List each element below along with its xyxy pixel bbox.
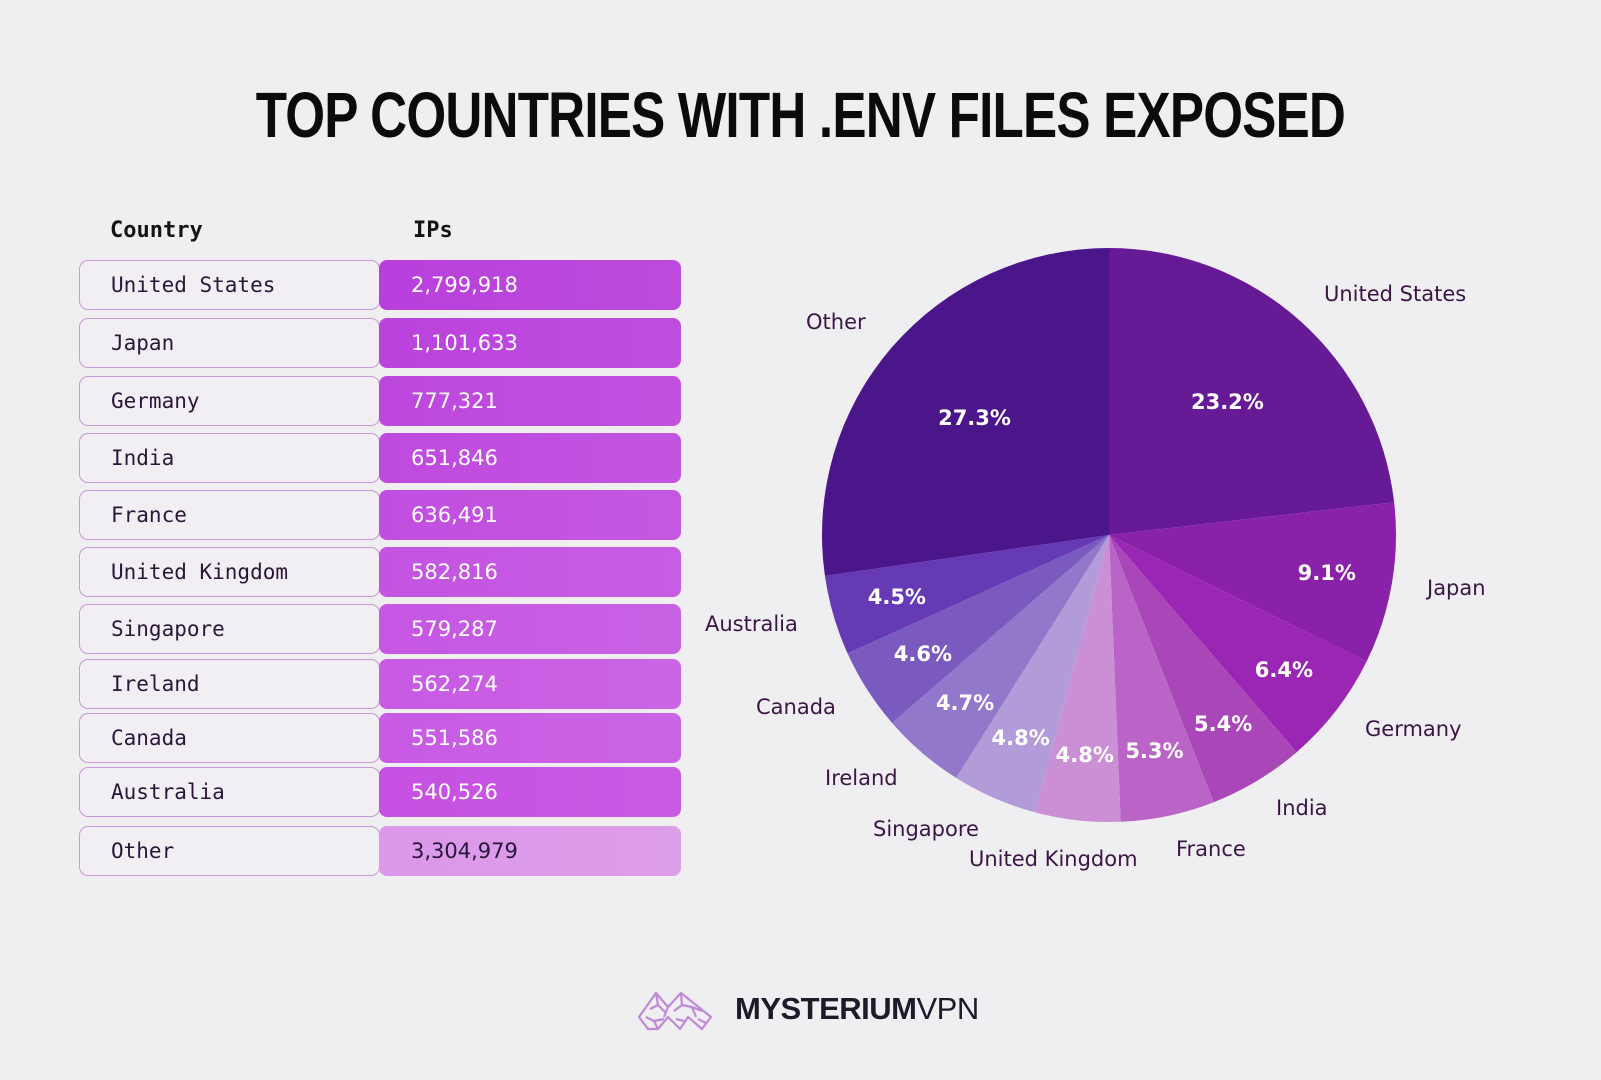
pie-slice-united-kingdom bbox=[1035, 535, 1121, 823]
pie-percent-label: 4.6% bbox=[893, 642, 953, 667]
country-cell: Ireland bbox=[79, 659, 380, 709]
pie-percent-label: 23.2% bbox=[1190, 390, 1264, 415]
pie-chart: 23.2% United States 9.1% Japan 6.4% Germany 5.… bbox=[700, 230, 1601, 910]
ip-count-cell: 540,526 bbox=[379, 767, 681, 817]
pie-slice-japan bbox=[1109, 502, 1396, 662]
country-cell: Other bbox=[79, 826, 380, 876]
pie-category-label: Japan bbox=[1427, 576, 1486, 600]
countries-table: Country IPs United States 2,799,918 Japan 1… bbox=[79, 212, 681, 876]
country-cell: Canada bbox=[79, 713, 380, 763]
pie-percent-label: 6.4% bbox=[1254, 658, 1314, 683]
table-row: France 636,491 bbox=[79, 490, 681, 540]
pie-percent-label: 4.5% bbox=[867, 584, 926, 609]
table-row: United States 2,799,918 bbox=[79, 260, 681, 310]
country-cell: France bbox=[79, 490, 380, 540]
pie-slice-india bbox=[1109, 535, 1297, 803]
table-row: Other 3,304,979 bbox=[79, 826, 681, 876]
table-row: Canada 551,586 bbox=[79, 713, 681, 763]
column-header-ips: IPs bbox=[413, 218, 453, 243]
ip-count-cell: 651,846 bbox=[379, 433, 681, 483]
pie-category-label: United Kingdom bbox=[969, 847, 1138, 871]
ip-count-cell: 1,101,633 bbox=[379, 318, 681, 368]
pie-slice-canada bbox=[847, 535, 1109, 723]
pie-category-label: Germany bbox=[1365, 717, 1462, 741]
pie-category-label: France bbox=[1176, 837, 1246, 861]
pie-percent-label: 5.3% bbox=[1125, 739, 1184, 764]
pie-percent-label: 9.1% bbox=[1297, 560, 1356, 585]
brand-name-light: VPN bbox=[916, 991, 980, 1026]
table-row: Ireland 562,274 bbox=[79, 659, 681, 709]
ip-count-cell: 579,287 bbox=[379, 604, 681, 654]
pie-slice-united-states bbox=[1109, 248, 1395, 535]
ip-count-cell: 582,816 bbox=[379, 547, 681, 597]
pie-slice-ireland bbox=[892, 535, 1109, 778]
pie-category-label: Australia bbox=[705, 612, 798, 636]
ip-count-cell: 551,586 bbox=[379, 713, 681, 763]
table-row: Germany 777,321 bbox=[79, 376, 681, 426]
pie-category-label: Singapore bbox=[873, 817, 979, 841]
country-cell: Germany bbox=[79, 376, 380, 426]
table-row: India 651,846 bbox=[79, 433, 681, 483]
table-row: Australia 540,526 bbox=[79, 767, 681, 817]
brand-wordmark: MYSTERIUMVPN bbox=[735, 991, 979, 1027]
column-header-country: Country bbox=[110, 218, 203, 243]
pie-category-label: Ireland bbox=[825, 766, 898, 790]
pie-slice-other bbox=[822, 248, 1109, 576]
pie-percent-label: 5.4% bbox=[1194, 712, 1253, 737]
pie-slice-france bbox=[1109, 535, 1214, 822]
table-row: United Kingdom 582,816 bbox=[79, 547, 681, 597]
pie-category-label: Canada bbox=[756, 695, 836, 719]
ip-count-cell: 3,304,979 bbox=[379, 826, 681, 876]
pie-percent-label: 4.7% bbox=[935, 690, 995, 715]
mysterium-logo-icon bbox=[637, 991, 713, 1031]
pie-percent-label: 4.8% bbox=[1055, 742, 1114, 767]
country-cell: United States bbox=[79, 260, 380, 310]
brand-name-bold: MYSTERIUM bbox=[735, 991, 917, 1026]
pie-category-label: United States bbox=[1324, 282, 1467, 306]
ip-count-cell: 777,321 bbox=[379, 376, 681, 426]
pie-category-label: Other bbox=[806, 310, 866, 334]
pie-category-label: India bbox=[1276, 796, 1328, 820]
table-row: Japan 1,101,633 bbox=[79, 318, 681, 368]
pie-slice-singapore bbox=[956, 535, 1109, 813]
table-row: Singapore 579,287 bbox=[79, 604, 681, 654]
pie-slice-australia bbox=[824, 535, 1109, 654]
country-cell: United Kingdom bbox=[79, 547, 380, 597]
pie-slice-germany bbox=[1109, 535, 1367, 753]
country-cell: Singapore bbox=[79, 604, 380, 654]
ip-count-cell: 2,799,918 bbox=[379, 260, 681, 310]
table-header: Country IPs bbox=[79, 212, 681, 262]
country-cell: Australia bbox=[79, 767, 380, 817]
country-cell: India bbox=[79, 433, 380, 483]
footer: MYSTERIUMVPN bbox=[0, 985, 1601, 1035]
page-title: TOP COUNTRIES WITH .ENV FILES EXPOSED bbox=[255, 79, 1346, 151]
pie-percent-label: 4.8% bbox=[991, 725, 1050, 750]
country-cell: Japan bbox=[79, 318, 380, 368]
ip-count-cell: 562,274 bbox=[379, 659, 681, 709]
pie-svg bbox=[822, 248, 1396, 823]
pie-percent-label: 27.3% bbox=[938, 406, 1011, 431]
ip-count-cell: 636,491 bbox=[379, 490, 681, 540]
